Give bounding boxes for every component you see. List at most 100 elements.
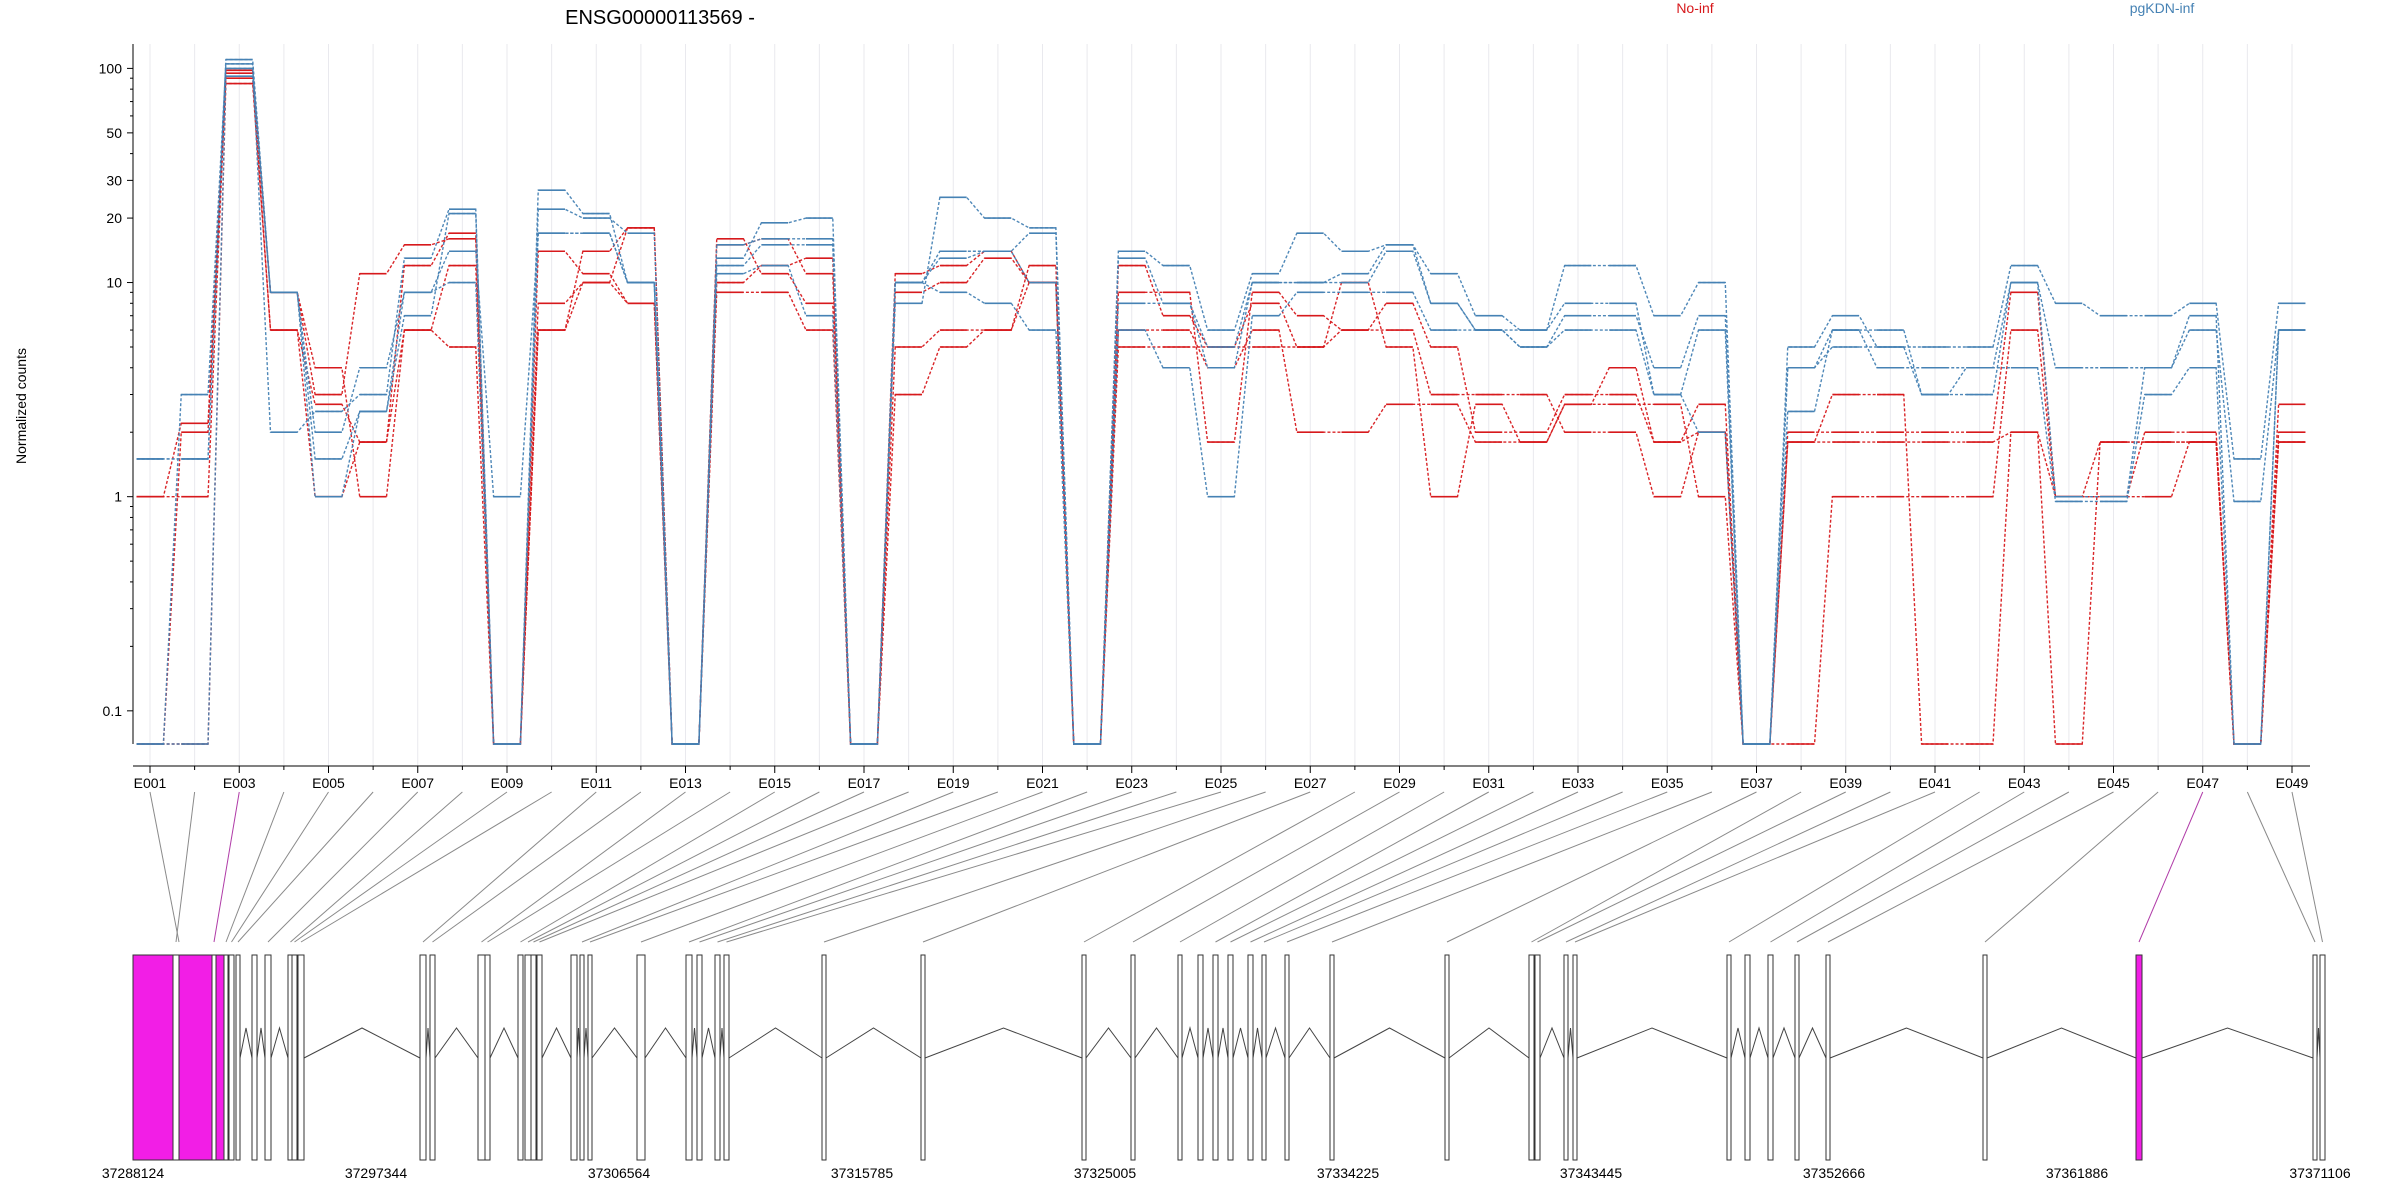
exon-block — [570, 954, 578, 1161]
connector-E017 — [533, 791, 865, 943]
connector-E043 — [1770, 791, 2025, 943]
highlighted-exon — [2135, 954, 2143, 1161]
series-8-pgkdn-inf — [136, 75, 2306, 745]
connector-E023 — [699, 791, 1132, 943]
coordinate-label: 37334225 — [1317, 1165, 1380, 1181]
exon-block — [1081, 954, 1087, 1161]
connector-E038 — [1531, 791, 1802, 943]
intron-line — [1730, 1027, 1746, 1059]
coordinate-label: 37315785 — [831, 1165, 894, 1181]
x-tick-label-E037: E037 — [1740, 775, 1773, 791]
exon-block — [484, 954, 491, 1161]
intron-line — [2141, 1027, 2314, 1059]
connector-E048 — [2246, 791, 2316, 943]
legend-label-pgkdn-inf: pgKDN-inf — [2130, 0, 2195, 16]
connector-E006 — [237, 791, 374, 943]
exon-block — [1794, 954, 1800, 1161]
y-tick-label: 1 — [114, 489, 122, 505]
coordinate-label: 37371106 — [2289, 1165, 2350, 1181]
exon-block — [1247, 954, 1254, 1161]
intron-line — [434, 1027, 479, 1059]
exon-block — [1177, 954, 1183, 1161]
exon-block — [477, 954, 486, 1161]
intron-line — [1986, 1027, 2137, 1059]
coordinate-label: 37306564 — [588, 1165, 651, 1181]
intron-line — [924, 1027, 1083, 1059]
connector-E040 — [1565, 791, 1891, 943]
exon-block — [228, 954, 235, 1161]
exon-block — [251, 954, 258, 1161]
coordinate-label: 37361886 — [2046, 1165, 2109, 1181]
exon-block — [1197, 954, 1204, 1161]
connector-E037 — [1446, 791, 1757, 943]
x-tick-label-E015: E015 — [758, 775, 791, 791]
connector-E020 — [589, 791, 999, 943]
y-axis-ticks: 0.1 1 10 20 30 50 100 — [99, 60, 133, 719]
y-tick-label: 10 — [106, 275, 122, 291]
intron-line — [1798, 1026, 1827, 1059]
exon-block — [1982, 954, 1988, 1161]
connector-E009 — [294, 791, 508, 943]
connector-E012 — [432, 791, 642, 943]
x-tick-label-E025: E025 — [1205, 775, 1238, 791]
x-tick-label-E021: E021 — [1026, 775, 1059, 791]
connector-E036 — [1331, 791, 1713, 943]
intron-line — [701, 1027, 716, 1059]
exon-block — [1227, 954, 1234, 1161]
intron-line — [728, 1027, 823, 1059]
intron-line — [1134, 1027, 1179, 1059]
exon-block — [172, 954, 180, 1161]
exon-block — [723, 954, 730, 1161]
exon-block — [1534, 954, 1541, 1161]
connector-E013 — [481, 791, 686, 943]
connector-E022 — [688, 791, 1088, 943]
exon-block — [291, 954, 298, 1161]
exon-block — [920, 954, 926, 1161]
x-tick-label-E047: E047 — [2186, 775, 2219, 791]
intron-line — [303, 1027, 421, 1059]
legend-label-no-inf: No-inf — [1676, 0, 1713, 16]
exon-block — [1212, 954, 1219, 1161]
intron-line — [1539, 1026, 1565, 1059]
connector-E029 — [1132, 791, 1400, 943]
connector-E021 — [640, 791, 1043, 943]
plot-area: 0.1 1 10 20 30 50 100 E001 E003 E005 E007 E009 E011… — [99, 44, 2310, 791]
connector-E003 — [213, 791, 240, 943]
intron-line — [1333, 1027, 1446, 1059]
x-tick-label-E045: E045 — [2097, 775, 2130, 791]
connector-E047 — [2138, 791, 2204, 943]
intron-line — [1448, 1027, 1530, 1059]
x-tick-label-E005: E005 — [312, 775, 345, 791]
exon-block — [587, 954, 593, 1161]
connector-E016 — [527, 791, 820, 943]
connector-E002 — [175, 791, 196, 943]
exon-block — [696, 954, 703, 1161]
series-lines — [136, 58, 2306, 745]
connector-E008 — [290, 791, 463, 943]
exon-block — [235, 954, 241, 1161]
intron-line — [591, 1027, 638, 1059]
intron-line — [1567, 1027, 1574, 1059]
connector-E044 — [1796, 791, 2070, 943]
exon-block — [1726, 954, 1732, 1161]
x-tick-label-E027: E027 — [1294, 775, 1327, 791]
exon-block — [297, 954, 305, 1161]
intron-line — [1576, 1027, 1728, 1059]
exon-block — [1130, 954, 1136, 1161]
connector-E032 — [1230, 791, 1534, 943]
intron-line — [1232, 1027, 1249, 1059]
connector-E027 — [922, 791, 1311, 943]
exon-block — [419, 954, 427, 1161]
exon-block — [536, 954, 543, 1161]
x-tick-label-E029: E029 — [1383, 775, 1416, 791]
x-tick-label-E033: E033 — [1562, 775, 1595, 791]
intron-line — [489, 1026, 519, 1059]
intron-line — [541, 1026, 572, 1059]
exon-block — [211, 954, 217, 1161]
exon-block — [524, 954, 532, 1161]
exon-block — [636, 954, 646, 1161]
intron-line — [1202, 1027, 1214, 1059]
exon-connector-lines — [149, 791, 2323, 943]
connector-E010 — [300, 791, 552, 943]
connector-E033 — [1250, 791, 1579, 943]
